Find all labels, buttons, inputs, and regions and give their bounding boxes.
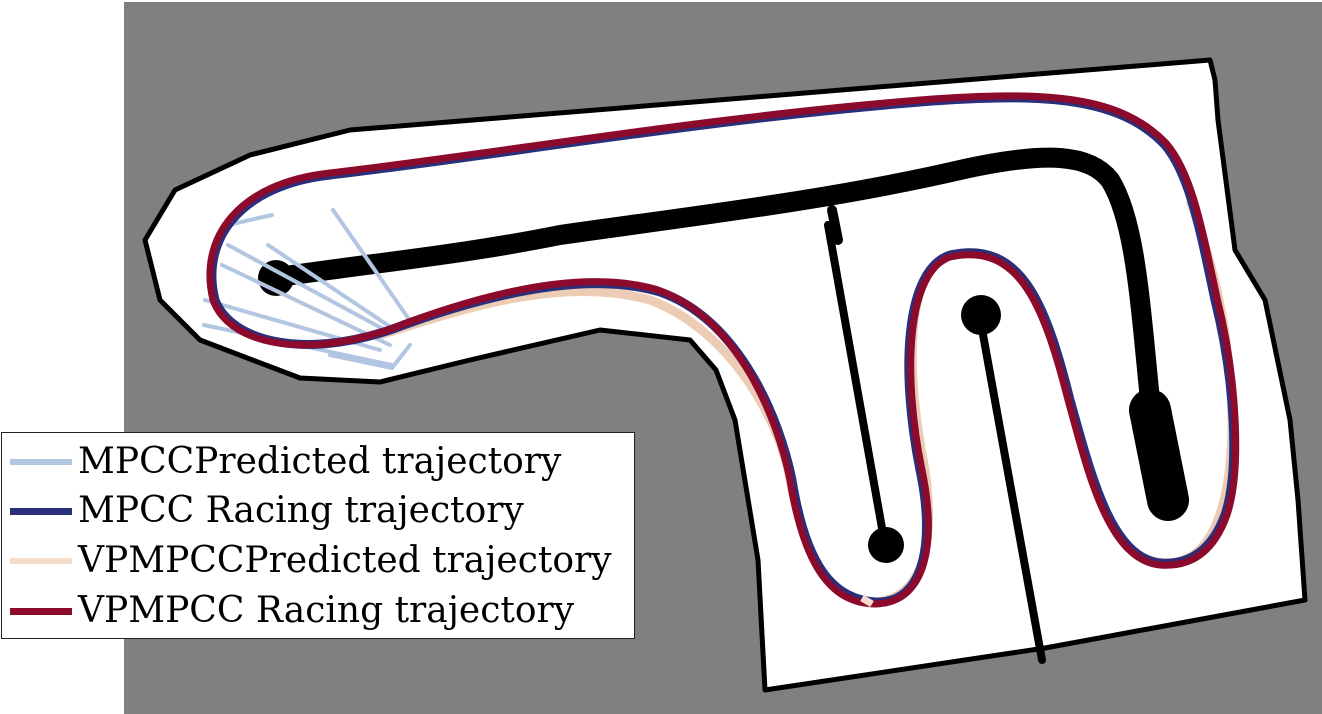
wall-divider-left xyxy=(824,221,889,549)
legend-label-vpmpcc-predicted: VPMPCCPredicted trajectory xyxy=(78,540,612,581)
bulb-middle xyxy=(961,295,1001,335)
trajectory-gap-marker xyxy=(860,594,874,608)
central-wall xyxy=(262,147,1160,410)
legend-item-mpcc-racing: MPCC Racing trajectory xyxy=(2,486,632,536)
legend-swatch-vpmpcc-racing xyxy=(10,607,72,615)
wall-right-block xyxy=(1129,389,1189,521)
wall-stem xyxy=(827,205,843,245)
legend-swatch-mpcc-predicted xyxy=(10,459,72,465)
legend: MPCCPredicted trajectory MPCC Racing tra… xyxy=(1,432,635,639)
wall-bulbs xyxy=(258,260,1001,563)
legend-label-mpcc-racing: MPCC Racing trajectory xyxy=(78,490,524,531)
legend-label-vpmpcc-racing: VPMPCC Racing trajectory xyxy=(78,590,575,631)
wall-divider-right xyxy=(976,314,1046,664)
legend-label-mpcc-predicted: MPCCPredicted trajectory xyxy=(78,441,562,482)
legend-swatch-vpmpcc-predicted xyxy=(10,558,72,564)
track-walls xyxy=(262,147,1189,664)
bulb-bottom xyxy=(868,527,904,563)
vpmpcc-racing-trajectory xyxy=(206,92,1240,608)
legend-item-mpcc-predicted: MPCCPredicted trajectory xyxy=(2,437,632,487)
legend-swatch-mpcc-racing xyxy=(10,507,72,515)
legend-item-vpmpcc-predicted: VPMPCCPredicted trajectory xyxy=(2,536,632,586)
legend-item-vpmpcc-racing: VPMPCC Racing trajectory xyxy=(2,586,632,636)
